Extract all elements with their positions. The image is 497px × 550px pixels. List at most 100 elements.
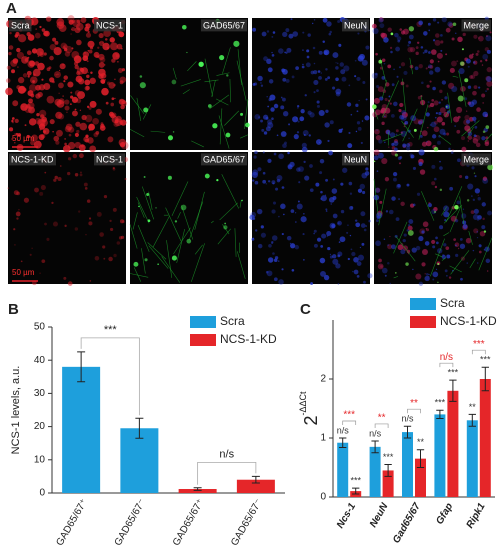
cell <box>355 222 361 228</box>
cell <box>460 277 463 281</box>
cell <box>253 155 257 159</box>
cell <box>79 109 82 111</box>
cell <box>304 175 310 181</box>
comparison-bracket <box>471 349 486 355</box>
cell <box>310 282 314 286</box>
cell <box>457 95 464 102</box>
cell <box>102 42 110 51</box>
cell <box>245 122 250 128</box>
cell <box>249 214 255 221</box>
cell <box>473 228 479 234</box>
cell <box>422 51 425 54</box>
cell <box>336 62 339 65</box>
cell <box>272 252 275 255</box>
cell <box>327 139 330 143</box>
cell <box>375 240 381 247</box>
cell <box>88 106 92 110</box>
cell <box>374 128 380 135</box>
fiber <box>438 135 452 145</box>
cell <box>78 153 84 159</box>
cell <box>240 112 244 116</box>
cell <box>445 27 451 33</box>
legend-swatch <box>190 334 216 346</box>
cell <box>430 121 437 128</box>
fiber <box>137 225 150 252</box>
comparison-label: n/s <box>440 352 453 363</box>
cell <box>397 184 401 188</box>
cell <box>407 46 413 53</box>
cell <box>445 106 448 108</box>
cell <box>31 134 38 142</box>
cell <box>76 70 81 76</box>
cell <box>422 221 429 228</box>
cell <box>408 219 414 224</box>
error-bar <box>77 351 86 383</box>
cell <box>468 101 475 108</box>
cell <box>348 131 351 135</box>
cell <box>263 131 268 135</box>
cell <box>443 132 447 136</box>
cell <box>114 97 116 100</box>
fiber <box>217 228 231 245</box>
cell <box>323 49 330 56</box>
cell <box>437 262 440 265</box>
cell <box>26 50 32 56</box>
cell <box>296 203 303 210</box>
cell <box>464 114 470 121</box>
error-bar <box>481 366 489 392</box>
cell <box>429 70 434 75</box>
cell <box>271 51 273 54</box>
cell <box>407 44 410 47</box>
cell <box>435 236 438 240</box>
cell <box>410 154 415 159</box>
cell <box>376 215 381 220</box>
cell <box>112 166 115 170</box>
panel-label: C <box>300 301 311 318</box>
cell <box>401 110 407 115</box>
cell <box>416 192 421 196</box>
cell <box>428 51 431 54</box>
cell <box>486 67 492 73</box>
cell <box>5 87 13 96</box>
cell <box>71 27 76 32</box>
cell <box>62 95 64 97</box>
cell <box>335 62 337 64</box>
cell <box>273 277 278 282</box>
cell <box>103 257 106 260</box>
cell <box>41 78 44 81</box>
cell <box>346 102 352 107</box>
scale-bar-label: 50 µm <box>12 134 35 143</box>
cell <box>403 233 407 237</box>
cell <box>291 268 295 272</box>
cell <box>303 134 306 136</box>
error-bar <box>251 475 260 484</box>
cell <box>337 19 341 23</box>
cell <box>446 132 450 136</box>
cell <box>266 96 268 98</box>
fiber <box>443 204 462 224</box>
cell <box>384 274 387 277</box>
error-bar <box>371 440 379 454</box>
cell <box>74 64 79 70</box>
cell <box>94 255 100 261</box>
cell <box>409 46 416 53</box>
cell <box>390 50 393 54</box>
cell <box>306 55 310 59</box>
cell <box>378 59 383 64</box>
cell <box>417 96 422 100</box>
cell <box>363 280 366 284</box>
cell <box>357 126 362 131</box>
cell <box>278 279 284 285</box>
cell <box>482 217 485 221</box>
cell <box>262 151 265 154</box>
cell <box>404 120 409 125</box>
cell <box>437 21 440 24</box>
cell <box>415 273 422 280</box>
cell <box>265 270 269 274</box>
cell <box>285 78 290 83</box>
x-tick-label: GAD65/67⁺ <box>54 497 90 548</box>
image-background <box>252 152 370 284</box>
fiber <box>435 253 443 258</box>
cell <box>475 142 481 148</box>
cell <box>359 183 366 190</box>
